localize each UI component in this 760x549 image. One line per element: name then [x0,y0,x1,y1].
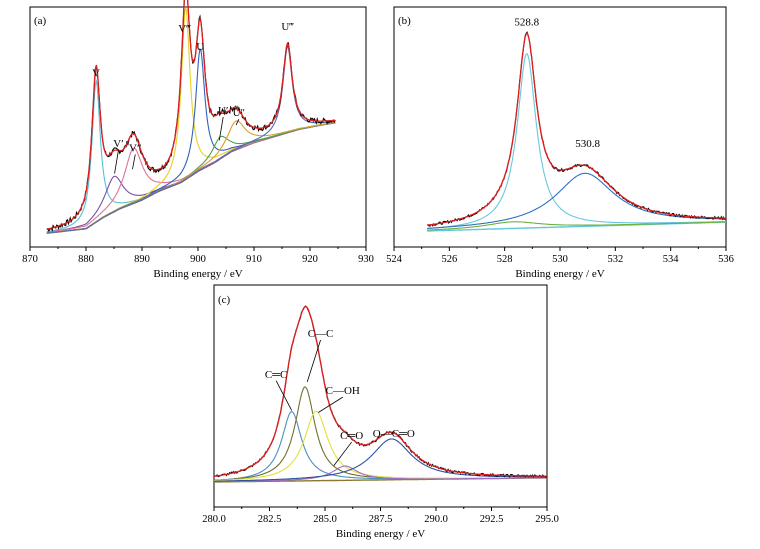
annotation-leader-line [218,116,224,141]
x-tick-label: 890 [134,254,150,265]
fit-component-curve [214,438,547,482]
fit-component-curve [46,45,336,234]
x-tick-label: 532 [607,254,623,265]
peak-annotation: U″ [233,107,246,119]
x-tick-label: 880 [78,254,94,265]
x-tick-label: 524 [386,254,403,265]
peak-annotation: 530.8 [575,138,600,150]
peak-annotation: V′ [113,138,123,150]
x-tick-label: 536 [718,254,734,265]
fit-component-curve [46,122,336,234]
x-tick-label: 534 [663,254,680,265]
peak-annotation: V‴ [178,23,191,35]
annotation-leader-line [235,118,240,126]
annotation-leader-line [306,339,321,383]
fit-component-curve [427,221,726,231]
panel-c: 280.0 282.5 285.0 287.5 290.0 292.5 295.0 Bindi… [202,284,559,540]
panel-label: (b) [398,15,411,27]
panel-b: 524 526 528 530 532 534 536 Binding energy / eV… [386,6,734,280]
x-tick-label: 295.0 [535,514,559,525]
annotation-leader-line [114,149,119,174]
annotation-leader-line [333,441,352,466]
plot-frame [393,6,727,248]
x-tick-label: 526 [441,254,457,265]
peak-annotation: U‴ [281,21,294,33]
baseline-curve [46,122,336,234]
panel-a: 870 880 890 900 910 920 930 Binding energy / eV… [22,0,374,280]
peak-annotation: 528.8 [514,17,539,29]
fit-component-curve [46,122,336,233]
peak-annotation: C—C [308,328,334,340]
peak-annotation: O—C═O [373,428,415,440]
x-tick-label: 282.5 [258,514,282,525]
x-tick-label: 920 [302,254,318,265]
peak-annotation: U [196,41,204,53]
peak-annotation: C═O [340,430,363,442]
fit-component-curve [46,122,336,233]
annotation-leader-line [318,396,343,413]
x-tick-label: 930 [358,254,374,265]
x-axis-title: Binding energy / eV [515,268,604,280]
x-tick-label: 287.5 [369,514,393,525]
envelope-curve [213,305,547,477]
x-tick-label: 285.0 [313,514,337,525]
raw-data-curve [46,0,336,232]
envelope-curve [46,0,336,230]
fit-component-curve [427,52,727,230]
fit-component-curve [46,120,336,234]
annotation-leader-line [132,154,136,170]
x-tick-label: 910 [246,254,262,265]
panel-label: (a) [34,15,47,27]
x-tick-label: 870 [22,254,38,265]
x-tick-label: 280.0 [202,514,226,525]
x-axis-title: Binding energy / eV [336,528,425,540]
envelope-curve [427,32,727,226]
peak-annotation: V″ [129,142,142,154]
x-tick-label: 900 [190,254,206,265]
x-tick-label: 290.0 [424,514,448,525]
raw-data-curve [213,305,548,478]
peak-annotation: C—OH [326,385,360,397]
peak-annotation: V [92,67,100,79]
x-tick-label: 292.5 [480,514,504,525]
fit-component-curve [46,7,336,234]
x-tick-label: 530 [552,254,568,265]
annotation-leader-line [275,380,293,411]
panel-label: (c) [218,294,231,306]
fit-component-curve [427,172,726,229]
x-axis-title: Binding energy / eV [153,268,242,280]
raw-data-curve [427,31,727,227]
peak-annotation: U′ [218,105,228,117]
x-tick-label: 528 [497,254,513,265]
peak-annotation: C═C [265,369,287,381]
fit-component-curve [213,465,547,483]
